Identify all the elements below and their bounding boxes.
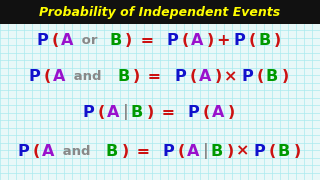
Text: ): ) <box>133 69 140 84</box>
Text: ×: × <box>236 144 249 159</box>
Text: ): ) <box>122 144 129 159</box>
Text: (: ( <box>98 105 105 120</box>
Text: P: P <box>242 69 253 84</box>
Text: A: A <box>53 69 66 84</box>
Text: P: P <box>174 69 186 84</box>
Text: (: ( <box>189 69 197 84</box>
Text: =: = <box>156 105 180 120</box>
Text: ×: × <box>224 69 237 84</box>
Text: B: B <box>109 33 122 48</box>
Text: B: B <box>211 144 223 159</box>
Text: P: P <box>188 105 199 120</box>
Text: or: or <box>77 34 102 47</box>
Text: (: ( <box>268 144 276 159</box>
Text: (: ( <box>178 144 185 159</box>
Text: ): ) <box>215 69 222 84</box>
Text: A: A <box>191 33 204 48</box>
Text: (: ( <box>44 69 51 84</box>
Text: B: B <box>131 105 143 120</box>
Text: B: B <box>106 144 118 159</box>
Text: (: ( <box>32 144 40 159</box>
Text: =: = <box>142 69 167 84</box>
Text: ): ) <box>274 33 281 48</box>
Text: (: ( <box>182 33 189 48</box>
Text: B: B <box>258 33 270 48</box>
Text: ): ) <box>146 105 154 120</box>
Text: P: P <box>234 33 245 48</box>
Text: B: B <box>117 69 130 84</box>
Text: A: A <box>212 105 224 120</box>
Text: P: P <box>17 144 29 159</box>
Text: (: ( <box>52 33 59 48</box>
Text: ): ) <box>207 33 214 48</box>
Text: |: | <box>123 105 129 120</box>
Text: Probability of Independent Events: Probability of Independent Events <box>39 6 281 19</box>
Text: A: A <box>107 105 119 120</box>
Text: A: A <box>199 69 211 84</box>
Text: (: ( <box>257 69 264 84</box>
Text: A: A <box>42 144 54 159</box>
Text: =: = <box>131 144 156 159</box>
Text: ): ) <box>293 144 300 159</box>
Text: and: and <box>58 145 95 158</box>
Text: A: A <box>61 33 73 48</box>
Text: P: P <box>166 33 178 48</box>
FancyBboxPatch shape <box>0 0 320 24</box>
Text: B: B <box>277 144 290 159</box>
Text: =: = <box>135 33 159 48</box>
Text: |: | <box>203 143 209 159</box>
Text: ): ) <box>228 105 235 120</box>
Text: P: P <box>253 144 265 159</box>
Text: (: ( <box>203 105 210 120</box>
Text: (: ( <box>249 33 256 48</box>
Text: ): ) <box>227 144 234 159</box>
Text: P: P <box>29 69 41 84</box>
Text: ): ) <box>282 69 289 84</box>
Text: ): ) <box>125 33 132 48</box>
Text: A: A <box>187 144 200 159</box>
Text: P: P <box>36 33 48 48</box>
Text: +: + <box>216 33 230 48</box>
Text: P: P <box>163 144 174 159</box>
Text: and: and <box>69 70 107 83</box>
Text: P: P <box>83 105 94 120</box>
Text: B: B <box>266 69 278 84</box>
